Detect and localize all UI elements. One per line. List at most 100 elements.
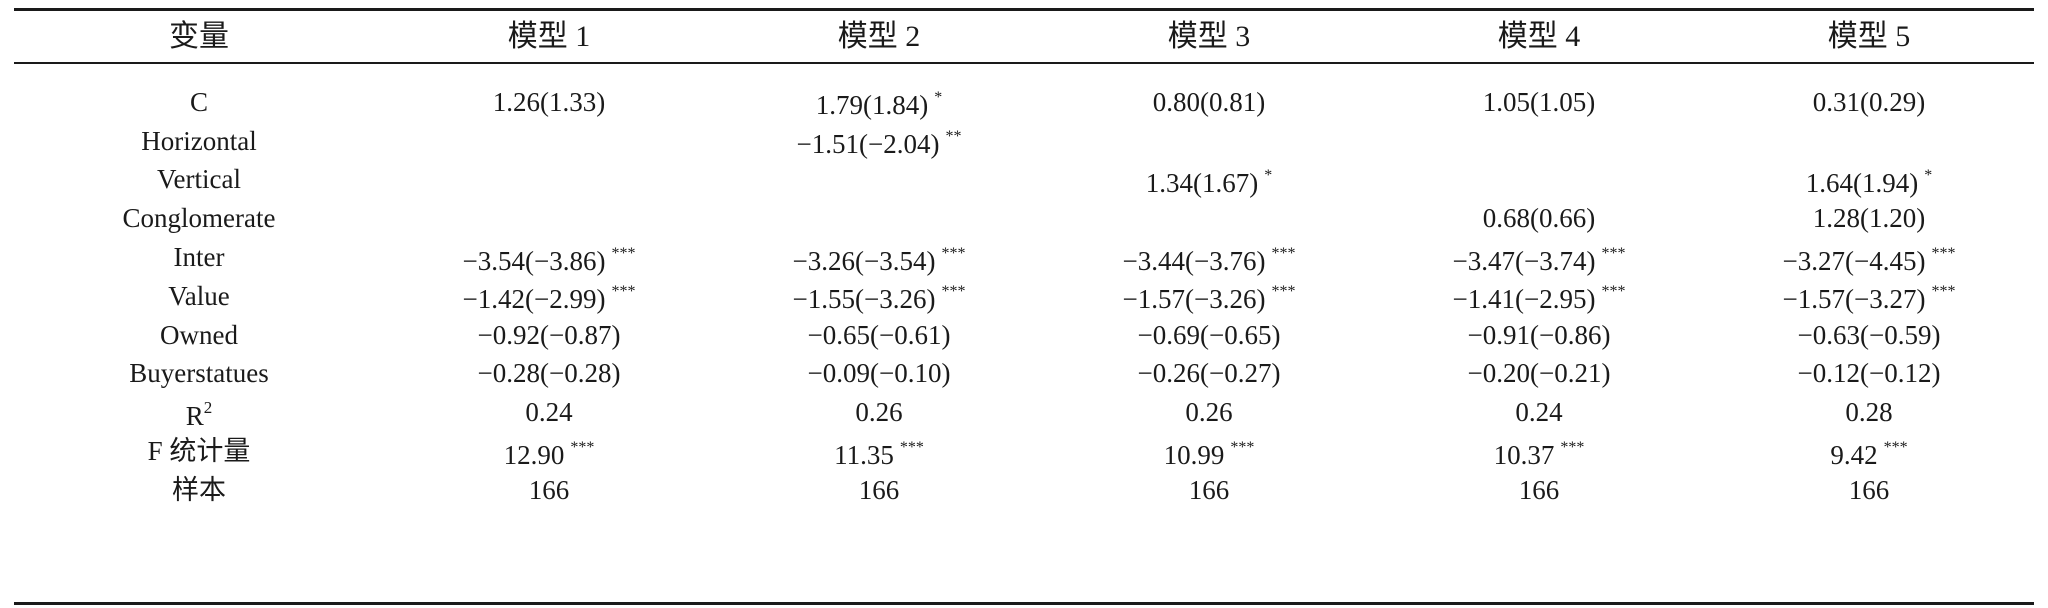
significance-stars: *** [1931, 283, 1956, 301]
table-cell: −0.69(−0.65) [1044, 310, 1374, 360]
table-cell: 0.26 [1044, 387, 1374, 437]
table-cell: 166 [714, 465, 1044, 515]
table-row: Inter −3.54(−3.86) *** −3.26(−3.54) *** −3.44… [14, 232, 2034, 282]
significance-stars: *** [1230, 438, 1255, 456]
table-cell: 0.31(0.29) [1704, 77, 2034, 127]
header-row: 变量 模型 1 模型 2 模型 3 模型 4 模型 5 [14, 12, 2034, 62]
cell-value: 166 [528, 474, 570, 505]
row-label: Value [14, 271, 384, 321]
table-row: Vertical 1.34(1.67) * 1.64(1.94) * [14, 154, 2034, 204]
table-cell: 11.35 *** [714, 423, 1044, 480]
cell-value: 1.79(1.84) [815, 90, 929, 121]
row-label: 样本 [14, 465, 384, 515]
table-row: Conglomerate 0.68(0.66) 1.28(1.20) [14, 193, 2034, 243]
table-cell: 166 [384, 465, 714, 515]
table-cell: −1.41(−2.95) *** [1374, 267, 1704, 324]
table-cell: 0.28 [1704, 387, 2034, 437]
table-cell: 0.24 [384, 387, 714, 437]
table-cell: 0.68(0.66) [1374, 193, 1704, 243]
cell-value: 10.37 [1493, 439, 1555, 470]
header-rule [14, 62, 2034, 64]
cell-value: 12.90 [503, 439, 565, 470]
cell-value: 1.28(1.20) [1812, 203, 1926, 234]
table-cell: −0.65(−0.61) [714, 310, 1044, 360]
table-cell: 166 [1374, 465, 1704, 515]
table-cell: −1.51(−2.04) ** [714, 112, 1044, 169]
row-label: Owned [14, 310, 384, 360]
bottom-rule [14, 602, 2034, 605]
table-cell: −0.91(−0.86) [1374, 310, 1704, 360]
row-label-text: Value [168, 280, 230, 311]
cell-value: −0.69(−0.65) [1137, 319, 1281, 350]
table-cell: 1.64(1.94) * [1704, 151, 2034, 208]
table-cell: −0.92(−0.87) [384, 310, 714, 360]
row-label: Buyerstatues [14, 348, 384, 398]
cell-value: 10.99 [1163, 439, 1225, 470]
table-cell: 1.26(1.33) [384, 77, 714, 127]
significance-stars: * [1924, 166, 1933, 184]
cell-value: −3.44(−3.76) [1122, 245, 1266, 276]
row-label: Vertical [14, 154, 384, 204]
table-row: 样本 166 166 166 166 166 [14, 465, 2034, 515]
cell-value: 1.05(1.05) [1482, 86, 1596, 117]
table-cell: −0.26(−0.27) [1044, 348, 1374, 398]
significance-stars: *** [611, 283, 636, 301]
cell-value: −1.41(−2.95) [1452, 284, 1596, 315]
header-model-3: 模型 3 [1167, 20, 1251, 53]
header-model-5: 模型 5 [1827, 20, 1911, 53]
table-cell: −3.27(−4.45) *** [1704, 229, 2034, 286]
significance-stars: *** [1601, 283, 1626, 301]
table-cell: 0.24 [1374, 387, 1704, 437]
table-cell: 1.28(1.20) [1704, 193, 2034, 243]
cell-value: −0.92(−0.87) [477, 319, 621, 350]
table-cell: −3.44(−3.76) *** [1044, 229, 1374, 286]
cell-value: 0.31(0.29) [1812, 86, 1926, 117]
significance-stars: *** [899, 438, 924, 456]
cell-value: 166 [1518, 474, 1560, 505]
table-cell: −0.63(−0.59) [1704, 310, 2034, 360]
table-cell: −1.57(−3.27) *** [1704, 267, 2034, 324]
row-label-text: Horizontal [141, 125, 257, 156]
cell-value: −1.55(−3.26) [792, 284, 936, 315]
row-label-text: Owned [160, 319, 238, 350]
header-model-1: 模型 1 [507, 20, 591, 53]
significance-stars: ** [945, 128, 962, 146]
table-row: Horizontal −1.51(−2.04) ** [14, 116, 2034, 166]
table-cell: −3.47(−3.74) *** [1374, 229, 1704, 286]
row-label: R2 [14, 383, 384, 441]
row-label-superscript: 2 [203, 398, 213, 418]
table-cell: −1.42(−2.99) *** [384, 267, 714, 324]
significance-stars: *** [570, 438, 595, 456]
cell-value: −0.91(−0.86) [1467, 319, 1611, 350]
row-label: Conglomerate [14, 193, 384, 243]
cell-value: −3.47(−3.74) [1452, 245, 1596, 276]
top-rule [14, 8, 2034, 11]
cell-value: −3.54(−3.86) [462, 245, 606, 276]
cell-value: −0.28(−0.28) [477, 358, 621, 389]
significance-stars: *** [1271, 244, 1296, 262]
table-row: Buyerstatues −0.28(−0.28) −0.09(−0.10) −0.2… [14, 348, 2034, 398]
row-label-text: F 统计量 [147, 436, 251, 466]
cell-value: 166 [1188, 474, 1230, 505]
cell-value: 0.68(0.66) [1482, 203, 1596, 234]
row-label-text: Conglomerate [122, 203, 276, 234]
row-label: Horizontal [14, 116, 384, 166]
cell-value: 0.26 [1185, 397, 1233, 428]
cell-value: −0.12(−0.12) [1797, 358, 1941, 389]
significance-stars: *** [1601, 244, 1626, 262]
table-cell: −0.20(−0.21) [1374, 348, 1704, 398]
cell-value: 9.42 [1830, 439, 1878, 470]
cell-value: 11.35 [834, 439, 894, 470]
table-cell: −3.54(−3.86) *** [384, 229, 714, 286]
row-label-text: 样本 [172, 474, 226, 505]
table-cell: 9.42 *** [1704, 423, 2034, 480]
cell-value: 1.34(1.67) [1145, 167, 1259, 198]
row-label-text: Buyerstatues [129, 358, 269, 389]
header-variable: 变量 [169, 20, 229, 53]
cell-value: −0.63(−0.59) [1797, 319, 1941, 350]
row-label-text: Vertical [157, 164, 241, 195]
cell-value: 1.26(1.33) [492, 86, 606, 117]
cell-value: −0.26(−0.27) [1137, 358, 1281, 389]
table-cell: 0.26 [714, 387, 1044, 437]
significance-stars: * [1264, 166, 1273, 184]
